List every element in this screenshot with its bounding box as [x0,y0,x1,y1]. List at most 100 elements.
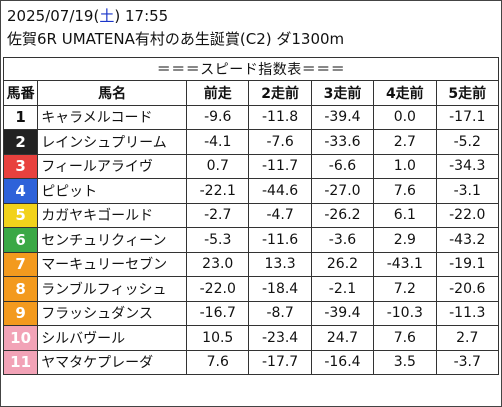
column-header-3-races-ago: 3走前 [310,80,375,106]
speed-index-cell: -18.4 [248,276,312,302]
horse-number-cell: 5 [2,202,39,228]
table-row: 5 カガヤキゴールド -2.7 -4.7 -26.2 6.1 -22.0 [2,202,499,228]
speed-index-cell: -16.7 [186,300,250,326]
speed-index-cell: -22.1 [186,178,250,204]
speed-index-cell: -2.1 [310,276,375,302]
speed-index-cell: 0.0 [373,104,437,130]
race-time: 17:55 [124,7,169,25]
horse-name-cell: フィールアライヴ [37,153,188,179]
speed-index-cell: -43.2 [435,227,499,253]
horse-name-cell: ピピット [37,178,188,204]
speed-index-cell: -17.1 [435,104,499,130]
race-title: 佐賀6R UMATENA有村のあ生誕賞(C2) ダ1300m [7,30,345,48]
speed-index-cell: -10.3 [373,300,437,326]
speed-index-cell: -4.7 [248,202,312,228]
horse-number-cell: 3 [2,153,39,179]
speed-index-cell: 23.0 [186,251,250,277]
table-row: 1 キャラメルコード -9.6 -11.8 -39.4 0.0 -17.1 [2,104,499,130]
speed-index-cell: -26.2 [310,202,375,228]
speed-index-cell: -7.6 [248,129,312,155]
speed-index-cell: 7.6 [373,325,437,351]
table-row: 4 ピピット -22.1 -44.6 -27.0 7.6 -3.1 [2,178,499,204]
table-row: 2 レインシュプリーム -4.1 -7.6 -33.6 2.7 -5.2 [2,129,499,155]
speed-index-cell: 7.6 [373,178,437,204]
speed-index-cell: -33.6 [310,129,375,155]
horse-name-cell: レインシュプリーム [37,129,188,155]
speed-index-cell: -9.6 [186,104,250,130]
speed-index-cell: 2.7 [435,325,499,351]
horse-number-cell: 1 [2,104,39,130]
speed-index-cell: -4.1 [186,129,250,155]
table-row: 11 ヤマタケプレーダ 7.6 -17.7 -16.4 3.5 -3.7 [2,349,499,375]
speed-index-cell: 7.6 [186,349,250,375]
horse-name-cell: カガヤキゴールド [37,202,188,228]
race-weekday: 土 [99,7,115,25]
table-row: 7 マーキュリーセブン 23.0 13.3 26.2 -43.1 -19.1 [2,251,499,277]
speed-index-cell: -22.0 [186,276,250,302]
speed-index-cell: -11.3 [435,300,499,326]
speed-index-cell: 7.2 [373,276,437,302]
speed-index-cell: 24.7 [310,325,375,351]
column-header-4-races-ago: 4走前 [373,80,437,106]
speed-index-cell: -17.7 [248,349,312,375]
horse-name-cell: フラッシュダンス [37,300,188,326]
column-header-5-races-ago: 5走前 [435,80,499,106]
speed-index-cell: -6.6 [310,153,375,179]
horse-number-cell: 9 [2,300,39,326]
horse-number-cell: 4 [2,178,39,204]
horse-number-cell: 6 [2,227,39,253]
table-banner-row: ＝＝＝スピード指数表＝＝＝ [3,57,499,81]
table-banner: ＝＝＝スピード指数表＝＝＝ [3,57,499,81]
speed-index-table-wrapper: ＝＝＝スピード指数表＝＝＝ 馬番 馬名 前走 2走前 3走前 4走前 5走前 1… [2,57,499,375]
speed-index-cell: -20.6 [435,276,499,302]
horse-number-cell: 7 [2,251,39,277]
column-header-horse-name: 馬名 [37,80,188,106]
speed-index-cell: -3.7 [435,349,499,375]
speed-index-cell: -11.7 [248,153,312,179]
speed-index-cell: 6.1 [373,202,437,228]
speed-index-cell: -11.8 [248,104,312,130]
speed-index-cell: -16.4 [310,349,375,375]
horse-name-cell: ヤマタケプレーダ [37,349,188,375]
speed-index-cell: 26.2 [310,251,375,277]
weekday-close: ) [114,7,121,25]
speed-index-cell: -3.1 [435,178,499,204]
race-date: 2025/07/19 [7,7,94,25]
speed-index-cell: -44.6 [248,178,312,204]
table-row: 6 センチュリクィーン -5.3 -11.6 -3.6 2.9 -43.2 [2,227,499,253]
speed-index-cell: -8.7 [248,300,312,326]
horse-name-cell: シルバヴール [37,325,188,351]
speed-index-cell: -3.6 [310,227,375,253]
speed-index-cell: -5.2 [435,129,499,155]
speed-index-cell: -34.3 [435,153,499,179]
horse-number-cell: 10 [2,325,39,351]
speed-index-cell: 1.0 [373,153,437,179]
speed-index-cell: -5.3 [186,227,250,253]
table-row: 8 ランブルフィッシュ -22.0 -18.4 -2.1 7.2 -20.6 [2,276,499,302]
speed-index-cell: -23.4 [248,325,312,351]
speed-index-cell: -11.6 [248,227,312,253]
horse-name-cell: ランブルフィッシュ [37,276,188,302]
race-datetime: 2025/07/19(土) 17:55 [7,6,168,26]
speed-index-cell: -39.4 [310,104,375,130]
horse-name-cell: センチュリクィーン [37,227,188,253]
horse-name-cell: マーキュリーセブン [37,251,188,277]
speed-index-cell: 3.5 [373,349,437,375]
speed-index-cell: 2.7 [373,129,437,155]
speed-index-cell: 13.3 [248,251,312,277]
speed-index-cell: -27.0 [310,178,375,204]
table-header-row: 馬番 馬名 前走 2走前 3走前 4走前 5走前 [2,80,499,106]
speed-index-cell: 2.9 [373,227,437,253]
weekday-open: ( [93,7,100,25]
speed-index-cell: 0.7 [186,153,250,179]
column-header-horse-number: 馬番 [2,80,39,106]
speed-index-cell: -19.1 [435,251,499,277]
table-row: 9 フラッシュダンス -16.7 -8.7 -39.4 -10.3 -11.3 [2,300,499,326]
column-header-2-races-ago: 2走前 [248,80,312,106]
table-row: 3 フィールアライヴ 0.7 -11.7 -6.6 1.0 -34.3 [2,153,499,179]
speed-index-cell: -2.7 [186,202,250,228]
horse-number-cell: 11 [2,349,39,375]
horse-number-cell: 2 [2,129,39,155]
column-header-last-race: 前走 [186,80,250,106]
